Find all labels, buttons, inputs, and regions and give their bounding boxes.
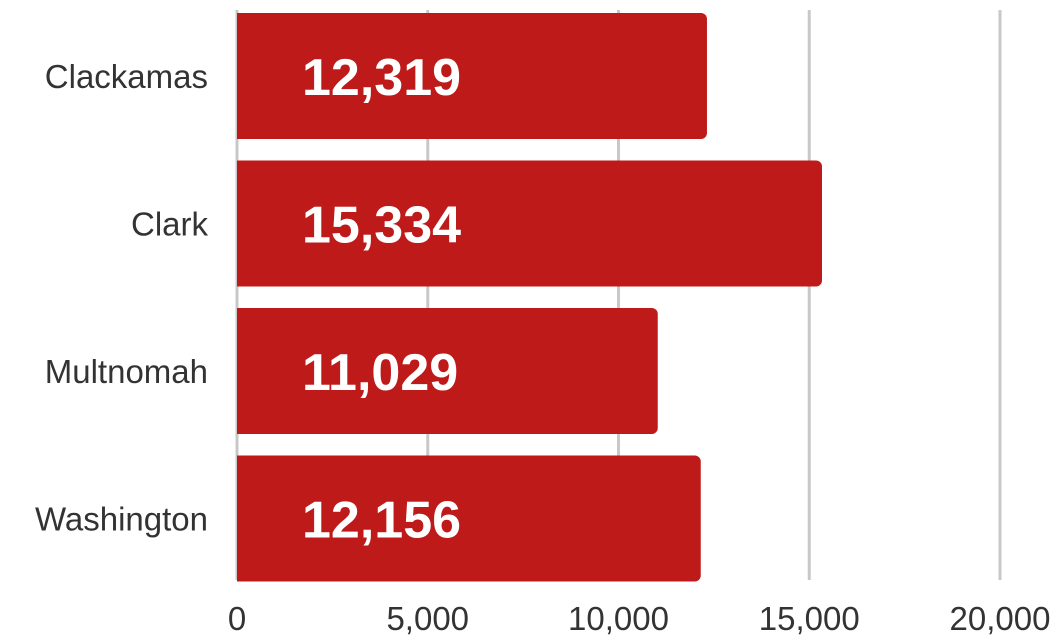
x-tick-label: 0 bbox=[228, 600, 246, 637]
bar-value-label: 15,334 bbox=[302, 197, 461, 255]
bar-value-label: 12,156 bbox=[302, 492, 461, 550]
x-tick-label: 15,000 bbox=[759, 600, 860, 637]
bars: 12,319 15,334 11,029 12,156 bbox=[237, 13, 822, 582]
category-label: Washington bbox=[35, 501, 208, 538]
bar-value-label: 12,319 bbox=[302, 49, 461, 107]
bar bbox=[237, 13, 707, 139]
category-label: Clackamas bbox=[45, 58, 208, 95]
bar-left-edge bbox=[237, 455, 245, 582]
category-labels: Clackamas Clark Multnomah Washington bbox=[35, 58, 209, 538]
bar-left-edge bbox=[237, 13, 245, 139]
bar bbox=[237, 455, 701, 582]
category-label: Clark bbox=[131, 206, 209, 243]
category-label: Multnomah bbox=[45, 353, 208, 390]
x-tick-label: 5,000 bbox=[386, 600, 469, 637]
bar bbox=[237, 308, 658, 434]
bar-value-label: 11,029 bbox=[302, 344, 458, 402]
x-tick-label: 10,000 bbox=[568, 600, 669, 637]
x-axis-ticks: 0 5,000 10,000 15,000 20,000 bbox=[228, 600, 1051, 637]
bar bbox=[237, 160, 822, 287]
bar-left-edge bbox=[237, 308, 245, 434]
x-tick-label: 20,000 bbox=[950, 600, 1051, 637]
bar-left-edge bbox=[237, 160, 245, 287]
